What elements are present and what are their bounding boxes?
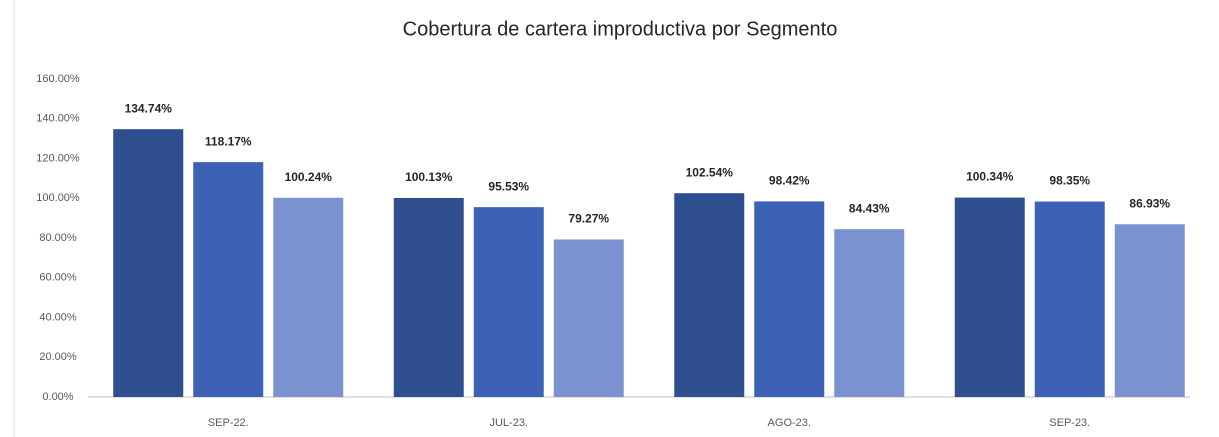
y-tick-label: 40.00% [39, 311, 77, 323]
value-label: 86.93% [1129, 196, 1170, 210]
x-tick-label: JUL-23. [489, 417, 528, 429]
y-tick-label: 60.00% [39, 272, 77, 284]
value-label: 118.17% [205, 134, 252, 148]
bar [113, 129, 184, 397]
y-tick-label: 20.00% [39, 351, 77, 363]
bar [834, 229, 905, 397]
bar [1034, 201, 1105, 397]
bar [273, 197, 344, 397]
chart-title: Cobertura de cartera improductiva por Se… [403, 18, 838, 40]
bar [954, 197, 1025, 397]
bar [754, 201, 825, 397]
x-tick-label: AGO-23. [768, 417, 811, 429]
value-label: 100.13% [405, 170, 453, 184]
bar [473, 207, 544, 397]
bar [393, 197, 464, 397]
x-tick-label: SEP-23. [1049, 417, 1090, 429]
value-label: 79.27% [568, 212, 609, 226]
y-tick-label: 0.00% [42, 391, 73, 403]
x-tick-label: SEP-22. [208, 417, 249, 429]
y-tick-label: 140.00% [36, 113, 80, 125]
value-label: 102.54% [686, 165, 734, 179]
value-label: 95.53% [488, 179, 529, 193]
value-label: 98.35% [1049, 174, 1090, 188]
value-label: 134.74% [125, 101, 173, 115]
y-tick-label: 120.00% [36, 152, 80, 164]
y-tick-label: 160.00% [36, 73, 80, 85]
y-tick-label: 80.00% [39, 232, 77, 244]
value-label: 98.42% [769, 174, 810, 188]
value-label: 100.34% [966, 170, 1014, 184]
bar [553, 239, 624, 397]
value-label: 100.24% [285, 170, 333, 184]
bar [1114, 224, 1185, 397]
y-tick-label: 100.00% [36, 192, 80, 204]
bar [193, 162, 264, 397]
value-label: 84.43% [849, 201, 890, 215]
bar [674, 193, 745, 397]
